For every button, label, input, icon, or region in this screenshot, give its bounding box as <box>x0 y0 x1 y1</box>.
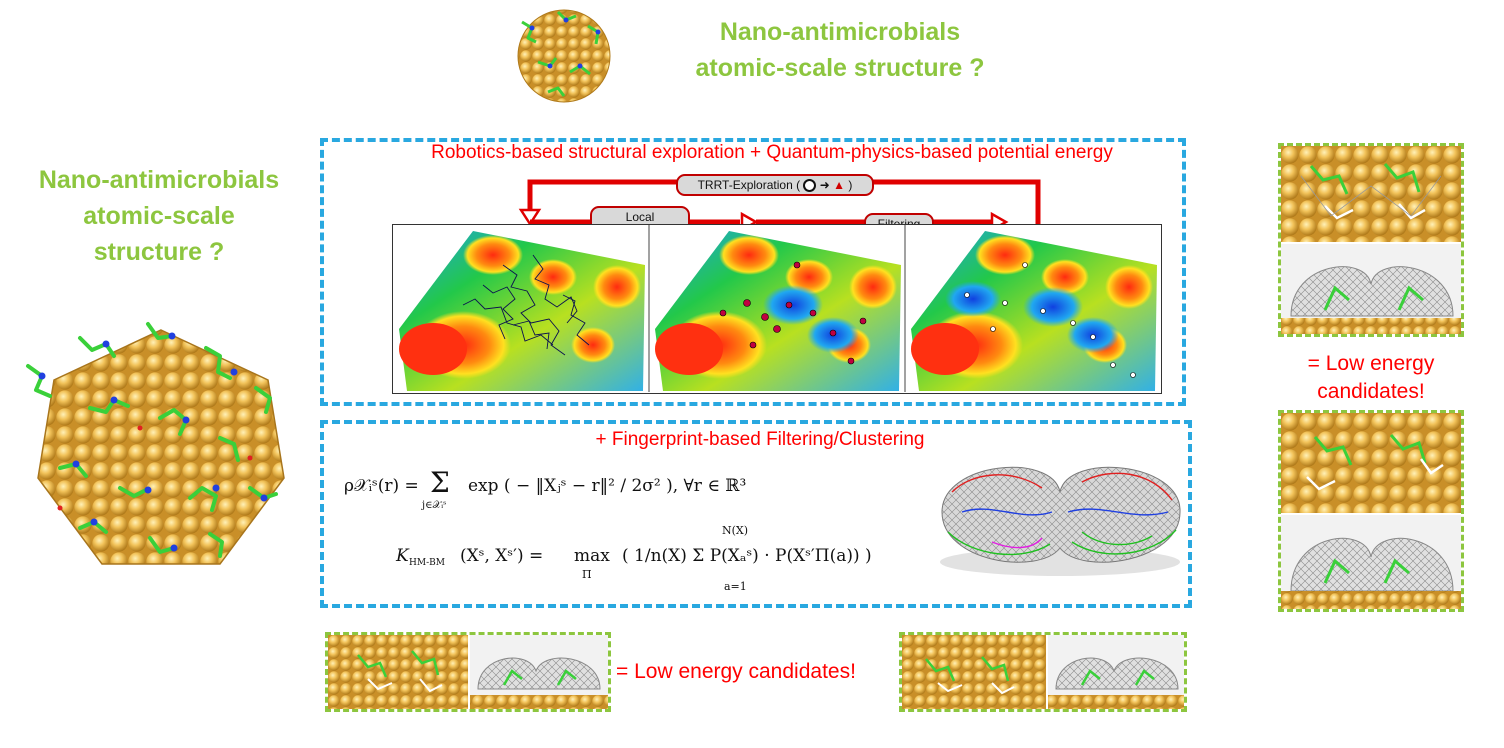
left-nanoparticle-image <box>20 318 302 582</box>
exploration-title: Robotics-based structural exploration + … <box>431 142 1113 163</box>
fingerprint-title: + Fingerprint-based Filtering/Clustering <box>595 429 925 450</box>
energy-landscapes-frame <box>392 224 1162 394</box>
top-nanoparticle-image <box>508 2 618 108</box>
top-title: Nano-antimicrobials atomic-scale structu… <box>620 14 1060 86</box>
eq2-sum-bottom: a=1 <box>724 580 747 593</box>
eq2-body: ( 1/n(X) Σ P(Xₐˢ) · P(Xˢ′Π(a)) ) <box>622 546 872 566</box>
eq1-sum-symbol: Σ <box>430 466 450 499</box>
eq2-sum-top: N(X) <box>722 524 749 537</box>
bottom-candidates-label: = Low energy candidates! <box>616 660 856 683</box>
eq1-sum-sub: j∈𝒳ᵢˢ <box>422 500 447 511</box>
right-candidates-label: = Low energy candidates! <box>1280 350 1462 406</box>
left-title-line-1: Nano-antimicrobials <box>38 166 280 194</box>
eq1-body: exp ( − ‖Xⱼˢ − r‖² / 2σ² ), ∀r ∈ ℝ³ <box>468 476 747 496</box>
trrt-label: TRRT-Exploration ( <box>697 178 801 192</box>
right-label-line-1: = Low energy <box>1307 352 1435 375</box>
exploration-box <box>320 138 1186 406</box>
arrow-right-icon: ➜ <box>819 178 830 192</box>
right-label-line-2: candidates! <box>1317 380 1425 403</box>
bottom-candidate-right <box>899 632 1187 712</box>
left-title-line-3: structure ? <box>93 238 225 266</box>
right-candidate-bottom <box>1278 410 1464 612</box>
right-candidate-top <box>1278 143 1464 337</box>
circle-icon <box>803 179 817 193</box>
local-min-line-1: Local <box>625 210 655 224</box>
top-title-line-2: atomic-scale structure ? <box>695 54 985 82</box>
eq2-args: (Xˢ, Xˢ′) = <box>460 546 544 566</box>
eq2-k: K <box>396 546 409 566</box>
left-title-line-2: atomic-scale <box>83 202 235 230</box>
bottom-candidate-left <box>325 632 611 712</box>
eq1-lhs: ρ𝒳ᵢˢ(r) = <box>344 476 419 496</box>
trrt-exploration-pill: TRRT-Exploration ( ➜ ▲ ) <box>676 174 874 196</box>
eq2-max-sub: Π <box>582 568 592 581</box>
equation-density: ρ𝒳ᵢˢ(r) = Σ j∈𝒳ᵢˢ exp ( − ‖Xⱼˢ − r‖² / 2… <box>344 464 944 514</box>
trrt-close: ) <box>848 178 853 192</box>
eq2-max: max <box>574 546 610 566</box>
top-title-line-1: Nano-antimicrobials <box>719 18 961 46</box>
left-title: Nano-antimicrobials atomic-scale structu… <box>14 162 304 270</box>
energy-landscape-panels <box>399 225 1157 392</box>
mesh-molecule-image <box>932 452 1188 582</box>
triangle-icon: ▲ <box>833 178 846 192</box>
eq2-k-sub: HM-BM <box>409 558 445 568</box>
equation-kernel: K HM-BM (Xˢ, Xˢ′) = max Π N(X) a=1 ( 1/n… <box>396 524 956 604</box>
fingerprint-box <box>320 420 1192 608</box>
